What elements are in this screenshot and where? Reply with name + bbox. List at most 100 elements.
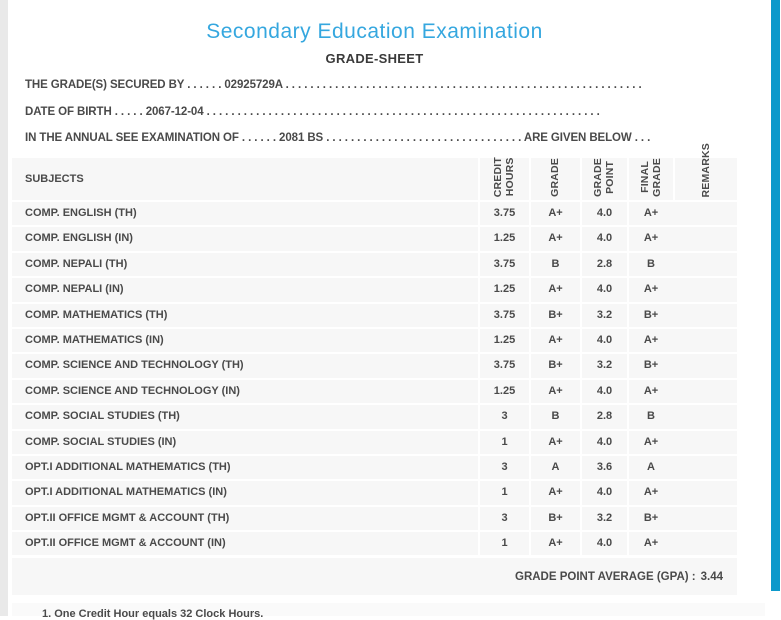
subject-cell: COMP. ENGLISH (IN) [25,232,133,245]
grade-point-cell: 3.2 [580,506,627,531]
table-row: COMP. SCIENCE AND TECHNOLOGY (TH) 3.75 B+ 3… [12,354,737,378]
final-grade-cell: A+ [627,379,673,404]
grade-point-cell: 4.0 [580,481,627,505]
grade-point-cell: 3.2 [580,354,627,378]
final-grade-cell: B [627,252,673,277]
grade-cell: A+ [529,430,580,454]
header-credit-hours: CREDIT HOURS [478,156,529,200]
header-grade-label: GRADE [549,158,562,197]
grade-point-cell: 2.8 [580,405,627,429]
header-grade-point-label: GRADE POINT [592,158,617,197]
table-header-row: SUBJECTS CREDIT HOURS GRADE GRADE POINT … [12,143,737,200]
grade-cell: A+ [529,481,580,505]
subject-cell: OPT.II OFFICE MGMT & ACCOUNT (TH) [25,511,230,524]
table-row: OPT.II OFFICE MGMT & ACCOUNT (IN) 1 A+ 4.0 A… [12,532,737,556]
subject-cell: OPT.I ADDITIONAL MATHEMATICS (TH) [25,460,231,473]
gpa-value: 3.44 [700,570,723,583]
page-title: Secondary Education Examination [206,20,543,43]
grade-cell: A [529,455,580,480]
grade-cell: B [529,252,580,277]
subject-cell: COMP. SCIENCE AND TECHNOLOGY (TH) [25,359,244,372]
header-grade-point: GRADE POINT [580,158,627,200]
grade-cell: A+ [529,379,580,404]
subject-cell: COMP. MATHEMATICS (TH) [25,308,168,321]
grades-secured-by-line: THE GRADE(S) SECURED BY . . . . . . 0292… [25,79,642,91]
date-of-birth-line: DATE OF BIRTH . . . . . 2067-12-04 . . .… [25,106,600,118]
table-row: COMP. SCIENCE AND TECHNOLOGY (IN) 1.25 A+ 4… [12,379,737,404]
table-row: COMP. MATHEMATICS (IN) 1.25 A+ 4.0 A+ [12,328,737,353]
grade-point-cell: 4.0 [580,532,627,556]
credit-hours-cell: 1.25 [478,278,529,302]
subject-cell: COMP. MATHEMATICS (IN) [25,333,164,346]
table-row: COMP. ENGLISH (TH) 3.75 A+ 4.0 A+ [12,202,737,226]
credit-hours-cell: 1 [478,532,529,556]
credit-hours-cell: 3.75 [478,202,529,226]
final-grade-cell: B [627,405,673,429]
gpa-label: GRADE POINT AVERAGE (GPA) : [515,570,696,583]
credit-hours-cell: 3.75 [478,303,529,327]
final-grade-cell: A+ [627,481,673,505]
table-row: COMP. ENGLISH (IN) 1.25 A+ 4.0 A+ [12,227,737,251]
gpa-row: GRADE POINT AVERAGE (GPA) : 3.44 [12,558,737,595]
header-credit-hours-label: CREDIT HOURS [492,156,517,197]
table-row: OPT.I ADDITIONAL MATHEMATICS (IN) 1 A+ 4.0 A… [12,481,737,505]
subject-cell: COMP. SCIENCE AND TECHNOLOGY (IN) [25,384,240,397]
grade-sheet-heading: GRADE-SHEET [325,51,424,66]
grade-point-cell: 3.2 [580,303,627,327]
table-row: COMP. NEPALI (IN) 1.25 A+ 4.0 A+ [12,278,737,302]
grade-cell: A+ [529,328,580,353]
credit-hours-cell: 3 [478,506,529,531]
table-row: COMP. NEPALI (TH) 3.75 B 2.8 B [12,252,737,277]
grades-table-body: COMP. ENGLISH (TH) 3.75 A+ 4.0 A+ COMP. ENGLI… [12,202,737,556]
final-grade-cell: A+ [627,278,673,302]
table-row: COMP. MATHEMATICS (TH) 3.75 B+ 3.2 B+ [12,303,737,327]
accent-stripe [771,0,780,591]
grade-point-cell: 3.6 [580,455,627,480]
grade-point-cell: 4.0 [580,328,627,353]
subject-cell: COMP. NEPALI (TH) [25,257,128,270]
final-grade-cell: B+ [627,354,673,378]
grade-point-cell: 4.0 [580,430,627,454]
header-subjects: SUBJECTS [25,173,84,185]
header-final-grade: FINAL GRADE [627,158,673,200]
subject-cell: COMP. SOCIAL STUDIES (IN) [25,435,177,448]
grade-point-cell: 2.8 [580,252,627,277]
header-remarks-label: REMARKS [699,142,712,198]
header-final-grade-label: FINAL GRADE [638,158,663,197]
final-grade-cell: A+ [627,328,673,353]
subject-cell: COMP. SOCIAL STUDIES (TH) [25,410,180,423]
table-row: OPT.I ADDITIONAL MATHEMATICS (TH) 3 A 3.6 A [12,455,737,480]
subject-cell: COMP. NEPALI (IN) [25,283,124,296]
grade-cell: A+ [529,532,580,556]
grade-point-cell: 4.0 [580,227,627,251]
credit-hours-cell: 1.25 [478,227,529,251]
table-row: COMP. SOCIAL STUDIES (TH) 3 B 2.8 B [12,405,737,429]
grade-cell: B+ [529,506,580,531]
header-remarks: REMARKS [673,143,737,200]
grade-cell: A+ [529,202,580,226]
final-grade-cell: A+ [627,532,673,556]
grade-point-cell: 4.0 [580,278,627,302]
examination-year-line: IN THE ANNUAL SEE EXAMINATION OF . . . .… [25,132,651,144]
table-row: COMP. SOCIAL STUDIES (IN) 1 A+ 4.0 A+ [12,430,737,454]
grade-cell: B+ [529,303,580,327]
credit-hours-cell: 1.25 [478,328,529,353]
credit-hours-cell: 3 [478,455,529,480]
credit-hours-cell: 3.75 [478,252,529,277]
credit-hours-cell: 1.25 [478,379,529,404]
final-grade-cell: A+ [627,227,673,251]
grade-cell: B+ [529,354,580,378]
credit-hours-cell: 3.75 [478,354,529,378]
final-grade-cell: B+ [627,506,673,531]
subject-cell: OPT.I ADDITIONAL MATHEMATICS (IN) [25,486,227,499]
grade-cell: A+ [529,278,580,302]
header-grade: GRADE [529,158,580,200]
credit-hours-cell: 3 [478,405,529,429]
credit-hours-cell: 1 [478,430,529,454]
grades-table: SUBJECTS CREDIT HOURS GRADE GRADE POINT … [12,143,737,557]
grade-cell: A+ [529,227,580,251]
footnote-band [12,603,765,616]
page-left-gutter [0,0,8,616]
credit-hour-footnote: 1. One Credit Hour equals 32 Clock Hours… [42,608,264,620]
grade-cell: B [529,405,580,429]
